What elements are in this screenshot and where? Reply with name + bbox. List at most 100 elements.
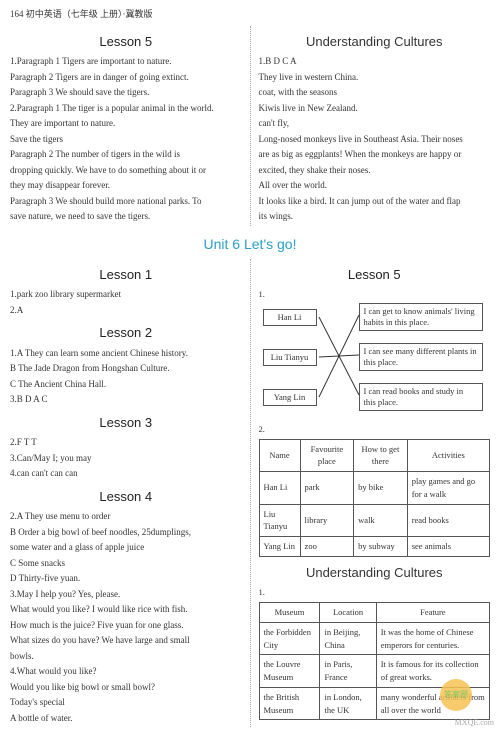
text-line: 2.A They use menu to order bbox=[10, 510, 242, 524]
text-line: save nature, we need to save the tigers. bbox=[10, 210, 242, 224]
text-line: are as big as eggplants! When the monkey… bbox=[259, 148, 491, 162]
td: the Forbidden City bbox=[259, 622, 320, 655]
text-line: They live in western China. bbox=[259, 71, 491, 85]
td: by subway bbox=[354, 537, 408, 557]
text-line: coat, with the seasons bbox=[259, 86, 491, 100]
th: Name bbox=[259, 439, 300, 472]
td: many wonderful artifacts from all over t… bbox=[376, 687, 489, 720]
th: How to get there bbox=[354, 439, 408, 472]
lesson-3-title: Lesson 3 bbox=[10, 413, 242, 433]
match-left-box: Han Li bbox=[263, 309, 317, 326]
text-line: dropping quickly. We have to do somethin… bbox=[10, 164, 242, 178]
q1-label: 1. bbox=[259, 288, 491, 301]
text-line: What would you like? I would like rice w… bbox=[10, 603, 242, 617]
th: Location bbox=[320, 603, 376, 623]
text-line: Long-nosed monkeys live in Southeast Asi… bbox=[259, 133, 491, 147]
th: Feature bbox=[376, 603, 489, 623]
top-left-col: Lesson 5 1.Paragraph 1 Tigers are import… bbox=[10, 26, 242, 226]
unit-title: Unit 6 Let's go! bbox=[10, 234, 490, 255]
uc-body: 1.B D C A They live in western China. co… bbox=[259, 55, 491, 224]
td: the British Museum bbox=[259, 687, 320, 720]
td: play games and go for a walk bbox=[407, 472, 489, 505]
text-line: 1.A They can learn some ancient Chinese … bbox=[10, 347, 242, 361]
text-line: bowls. bbox=[10, 650, 242, 664]
td: in Paris, France bbox=[320, 655, 376, 688]
td: Yang Lin bbox=[259, 537, 300, 557]
uc2-title: Understanding Cultures bbox=[259, 563, 491, 583]
top-columns: Lesson 5 1.Paragraph 1 Tigers are import… bbox=[10, 26, 490, 226]
text-line: 3.Can/May I; you may bbox=[10, 452, 242, 466]
watermark: MXQE.com bbox=[455, 717, 494, 729]
text-line: C The Ancient China Hall. bbox=[10, 378, 242, 392]
text-line: Today's special bbox=[10, 696, 242, 710]
text-line: A bottle of water. bbox=[10, 712, 242, 726]
match-right-box: I can see many different plants in this … bbox=[359, 343, 483, 371]
bottom-right-col: Lesson 5 1. Han Li Liu Tianyu Yang Lin I… bbox=[250, 259, 491, 728]
td: in London, the UK bbox=[320, 687, 376, 720]
page-header: 164 初中英语（七年级 上册）·冀教版 bbox=[10, 8, 490, 22]
th: Museum bbox=[259, 603, 320, 623]
text-line: 1.B D C A bbox=[259, 55, 491, 69]
lesson-2-title: Lesson 2 bbox=[10, 323, 242, 343]
match-right-box: I can read books and study in this place… bbox=[359, 383, 483, 411]
text-line: 2.A bbox=[10, 304, 242, 318]
text-line: Paragraph 2 Tigers are in danger of goin… bbox=[10, 71, 242, 85]
q2-label: 2. bbox=[259, 423, 491, 436]
bottom-columns: Lesson 1 1.park zoo library supermarket … bbox=[10, 259, 490, 728]
bottom-left-col: Lesson 1 1.park zoo library supermarket … bbox=[10, 259, 242, 728]
matching-diagram: Han Li Liu Tianyu Yang Lin I can get to … bbox=[259, 303, 491, 423]
top-right-col: Understanding Cultures 1.B D C A They li… bbox=[250, 26, 491, 226]
text-line: 1.park zoo library supermarket bbox=[10, 288, 242, 302]
text-line: 4.can can't can can bbox=[10, 467, 242, 481]
text-line: can't fly, bbox=[259, 117, 491, 131]
text-line: 2.Paragraph 1 The tiger is a popular ani… bbox=[10, 102, 242, 116]
td: see animals bbox=[407, 537, 489, 557]
lesson-1-title: Lesson 1 bbox=[10, 265, 242, 285]
uc-q1-label: 1. bbox=[259, 586, 491, 599]
td: zoo bbox=[300, 537, 354, 557]
text-line: 4.What would you like? bbox=[10, 665, 242, 679]
text-line: Paragraph 3 We should build more nationa… bbox=[10, 195, 242, 209]
match-right-box: I can get to know animals' living habits… bbox=[359, 303, 483, 331]
td: walk bbox=[354, 504, 408, 537]
td: Han Li bbox=[259, 472, 300, 505]
text-line: Would you like big bowl or small bowl? bbox=[10, 681, 242, 695]
text-line: 1.Paragraph 1 Tigers are important to na… bbox=[10, 55, 242, 69]
td: It is famous for its collection of great… bbox=[376, 655, 489, 688]
lesson-4-title: Lesson 4 bbox=[10, 487, 242, 507]
match-left-box: Yang Lin bbox=[263, 389, 317, 406]
text-line: Save the tigers bbox=[10, 133, 242, 147]
text-line: 2.F T T bbox=[10, 436, 242, 450]
td: park bbox=[300, 472, 354, 505]
text-line: Kiwis live in New Zealand. bbox=[259, 102, 491, 116]
text-line: some water and a glass of apple juice bbox=[10, 541, 242, 555]
text-line: they may disappear forever. bbox=[10, 179, 242, 193]
th: Activities bbox=[407, 439, 489, 472]
understanding-cultures-title: Understanding Cultures bbox=[259, 32, 491, 52]
text-line: D Thirty-five yuan. bbox=[10, 572, 242, 586]
text-line: Paragraph 3 We should save the tigers. bbox=[10, 86, 242, 100]
text-line: They are important to nature. bbox=[10, 117, 242, 131]
text-line: excited, they shake their noses. bbox=[259, 164, 491, 178]
text-line: B The Jade Dragon from Hongshan Culture. bbox=[10, 362, 242, 376]
text-line: How much is the juice? Five yuan for one… bbox=[10, 619, 242, 633]
text-line: All over the world. bbox=[259, 179, 491, 193]
td: in Beijing, China bbox=[320, 622, 376, 655]
text-line: C Some snacks bbox=[10, 557, 242, 571]
text-line: Paragraph 2 The number of tigers in the … bbox=[10, 148, 242, 162]
td: by bike bbox=[354, 472, 408, 505]
text-line: 3.B D A C bbox=[10, 393, 242, 407]
lesson-5b-title: Lesson 5 bbox=[259, 265, 491, 285]
td: read books bbox=[407, 504, 489, 537]
lesson-5-title: Lesson 5 bbox=[10, 32, 242, 52]
text-line: 3.May I help you? Yes, please. bbox=[10, 588, 242, 602]
lesson5-table: Name Favourite place How to get there Ac… bbox=[259, 439, 491, 557]
td: It was the home of Chinese emperors for … bbox=[376, 622, 489, 655]
td: Liu Tianyu bbox=[259, 504, 300, 537]
stamp-icon: 答案圈 bbox=[440, 679, 472, 711]
text-line: It looks like a bird. It can jump out of… bbox=[259, 195, 491, 209]
match-left-box: Liu Tianyu bbox=[263, 349, 317, 366]
text-line: its wings. bbox=[259, 210, 491, 224]
text-line: B Order a big bowl of beef noodles, 25du… bbox=[10, 526, 242, 540]
lesson-5-body: 1.Paragraph 1 Tigers are important to na… bbox=[10, 55, 242, 224]
